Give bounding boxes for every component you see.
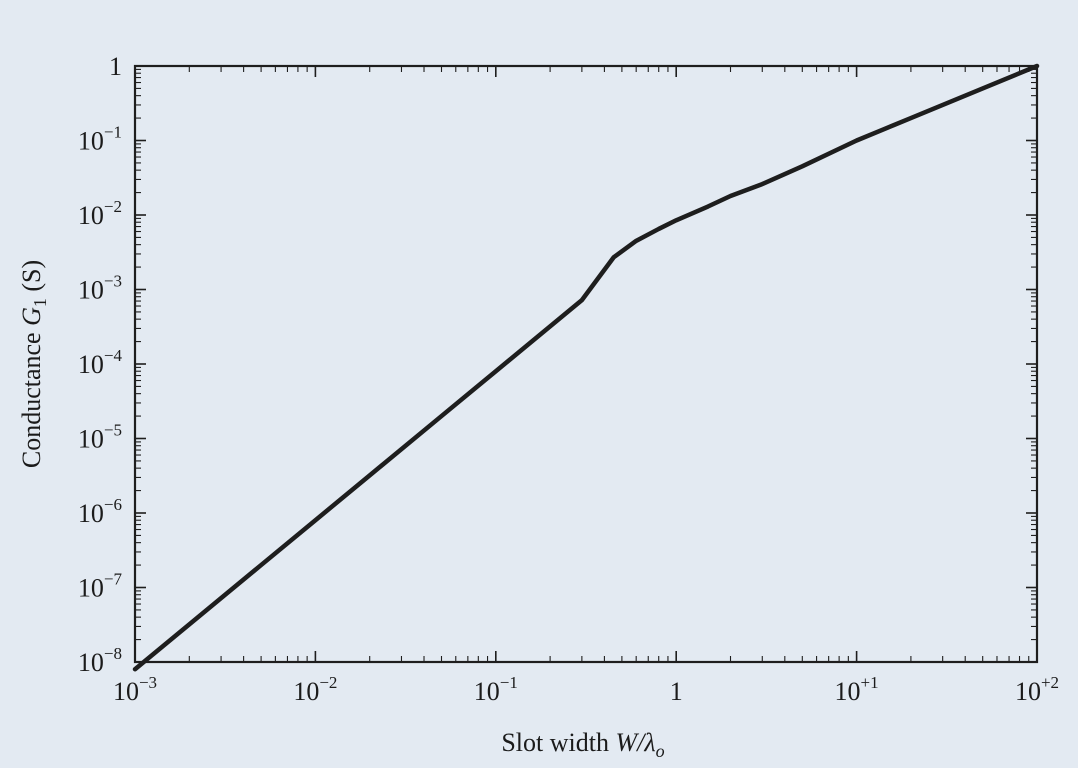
- x-axis-label-sub: o: [656, 741, 665, 761]
- y-tick-label-exp: −6: [104, 495, 122, 514]
- x-tick-labels: 10−3 10−2 10−1 1 10+1 10+2: [113, 673, 1059, 706]
- y-tick-label: 10−6: [78, 495, 122, 528]
- minor-ticks: [135, 66, 1037, 662]
- y-tick-label-base: 10: [78, 276, 104, 305]
- y-tick-label-exp: −2: [104, 197, 122, 216]
- y-tick-label-exp: −5: [104, 421, 122, 440]
- y-tick-label-base: 1: [109, 52, 122, 81]
- y-tick-label-exp: −3: [104, 272, 122, 291]
- x-tick-label-exp: −2: [319, 673, 337, 692]
- x-tick-label-base: 10: [835, 677, 861, 706]
- y-axis-label-sub: 1: [30, 298, 50, 307]
- x-tick-label-exp: −1: [500, 673, 518, 692]
- y-tick-label-base: 10: [78, 201, 104, 230]
- y-axis-label-prefix: Conductance: [17, 326, 46, 468]
- series-layer: [132, 63, 1040, 672]
- x-tick-label-base: 10: [1015, 677, 1041, 706]
- y-tick-label: 10−3: [78, 272, 122, 305]
- x-tick-label-base: 10: [293, 677, 319, 706]
- x-axis-label: Slot width W/λo: [501, 728, 664, 761]
- y-tick-label: 10−5: [78, 421, 122, 454]
- x-tick-label: 10−2: [293, 673, 337, 706]
- x-tick-label: 10−3: [113, 673, 157, 706]
- x-tick-label: 1: [670, 677, 683, 706]
- y-tick-label-base: 10: [78, 350, 104, 379]
- x-tick-label: 10+2: [1015, 673, 1059, 706]
- major-ticks: [134, 65, 1038, 663]
- y-tick-label-base: 10: [78, 499, 104, 528]
- x-tick-label-exp: +2: [1041, 673, 1059, 692]
- y-tick-label-exp: −8: [104, 644, 122, 663]
- y-tick-labels: 10−810−710−610−510−410−310−210−11: [78, 52, 123, 677]
- y-tick-label-base: 10: [78, 127, 104, 156]
- y-tick-label: 10−2: [78, 197, 122, 230]
- y-tick-label: 10−7: [78, 570, 123, 603]
- y-tick-label-base: 10: [78, 425, 104, 454]
- y-tick-label-exp: −7: [104, 570, 123, 589]
- x-tick-label-exp: +1: [861, 673, 879, 692]
- x-tick-label: 10+1: [835, 673, 879, 706]
- y-tick-label: 1: [109, 52, 122, 81]
- y-tick-label-exp: −1: [104, 123, 122, 142]
- y-axis-label-var: G: [17, 307, 46, 326]
- x-tick-label-base: 1: [670, 677, 683, 706]
- x-tick-label: 10−1: [474, 673, 518, 706]
- x-tick-label-exp: −3: [139, 673, 157, 692]
- y-tick-label-base: 10: [78, 648, 104, 677]
- y-tick-label-exp: −4: [104, 346, 123, 365]
- x-axis-label-var: W/λ: [615, 728, 655, 757]
- x-tick-label-base: 10: [113, 677, 139, 706]
- y-tick-label: 10−1: [78, 123, 122, 156]
- plot-frame: [133, 64, 1039, 664]
- y-tick-label: 10−8: [78, 644, 122, 677]
- y-axis-label: Conductance G1 (S): [17, 260, 50, 468]
- y-tick-label: 10−4: [78, 346, 123, 379]
- series-line-0: [132, 63, 1040, 672]
- x-axis-label-prefix: Slot width: [501, 728, 615, 757]
- y-tick-label-base: 10: [78, 574, 104, 603]
- x-tick-label-base: 10: [474, 677, 500, 706]
- y-axis-label-suffix: (S): [17, 260, 46, 298]
